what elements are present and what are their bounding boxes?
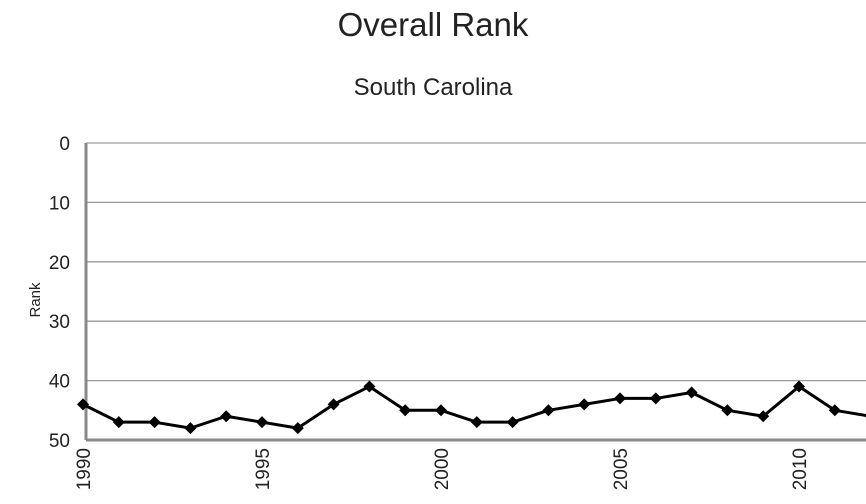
chart-title: Overall Rank	[337, 6, 529, 43]
data-point	[327, 398, 340, 411]
data-point	[685, 386, 698, 399]
data-point	[757, 410, 770, 423]
data-point-layer	[77, 380, 866, 435]
data-point	[828, 404, 841, 417]
data-point	[220, 410, 233, 423]
data-point	[77, 398, 89, 411]
data-point	[256, 416, 268, 429]
data-point	[721, 404, 734, 417]
axis-layer	[84, 143, 866, 442]
data-point	[542, 404, 555, 417]
data-point	[470, 416, 483, 429]
data-point	[614, 392, 626, 405]
data-point	[291, 422, 304, 435]
y-tick-label: 10	[49, 193, 70, 214]
y-tick-label: 0	[59, 134, 70, 155]
data-point	[399, 404, 412, 417]
data-point	[184, 422, 197, 435]
x-tick-label: 2000	[432, 448, 453, 490]
y-tick-label: 30	[49, 312, 70, 333]
data-point	[112, 416, 125, 429]
x-tick-label: 1990	[74, 448, 95, 490]
data-point	[363, 380, 376, 393]
grid-layer	[86, 142, 866, 441]
x-tick-labels: 1990 1995 2000 2005 2010	[74, 448, 811, 490]
y-tick-label: 20	[49, 253, 70, 274]
data-point	[649, 392, 662, 405]
y-tick-labels: 0 10 20 30 40 50	[49, 134, 70, 452]
y-tick-label: 40	[49, 372, 70, 393]
data-point	[578, 398, 591, 411]
x-tick-label: 2005	[611, 448, 632, 490]
x-tick-label: 2010	[790, 448, 811, 490]
y-axis-label: Rank	[27, 282, 44, 318]
y-tick-label: 50	[49, 431, 70, 452]
data-point	[506, 416, 519, 429]
data-point	[148, 416, 161, 429]
chart-subtitle: South Carolina	[353, 74, 513, 101]
x-tick-label: 1995	[253, 448, 274, 490]
data-point	[435, 404, 447, 417]
data-point	[793, 380, 805, 393]
